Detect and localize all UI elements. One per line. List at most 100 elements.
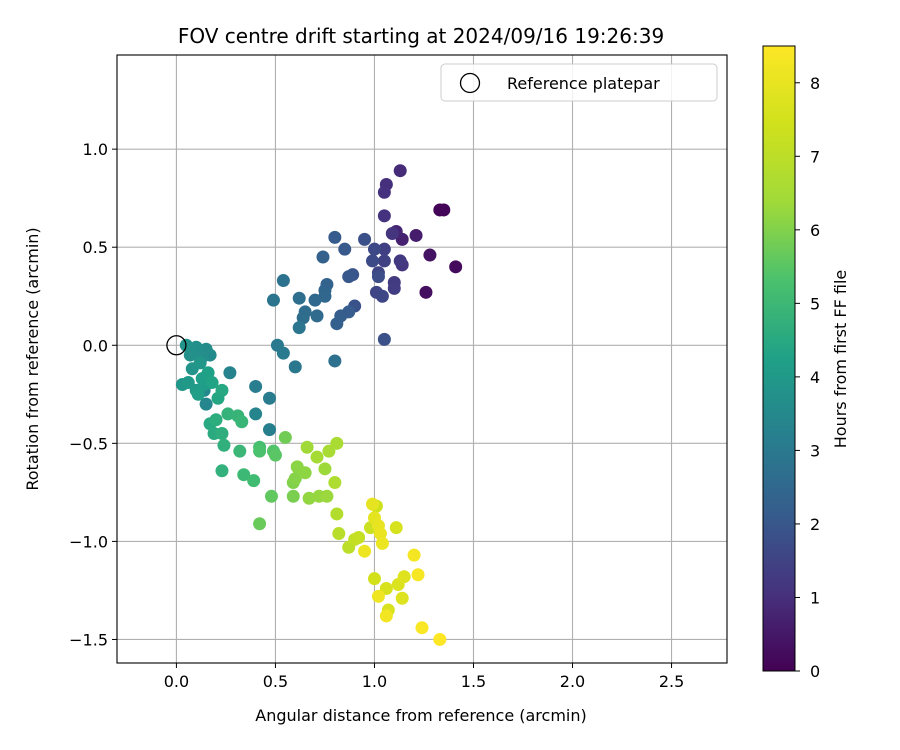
legend-box bbox=[440, 63, 718, 102]
data-point bbox=[338, 242, 352, 256]
colorbar-label: Hours from first FF file bbox=[831, 270, 850, 449]
data-point bbox=[217, 438, 231, 452]
data-point bbox=[249, 407, 263, 421]
data-point bbox=[328, 354, 342, 368]
data-point bbox=[330, 317, 344, 331]
data-point bbox=[278, 430, 292, 444]
data-point bbox=[215, 383, 229, 397]
data-point bbox=[253, 517, 267, 531]
data-point bbox=[389, 521, 403, 535]
data-point bbox=[373, 527, 387, 541]
data-point bbox=[292, 321, 306, 335]
data-point bbox=[191, 387, 205, 401]
data-point bbox=[449, 260, 463, 274]
data-point bbox=[393, 254, 407, 268]
colorbar-tick-label: 1 bbox=[810, 588, 820, 607]
data-point bbox=[433, 632, 447, 646]
data-point bbox=[411, 568, 425, 582]
data-point bbox=[308, 293, 322, 307]
data-point bbox=[276, 346, 290, 360]
y-tick-label: 0.5 bbox=[83, 238, 108, 257]
data-point bbox=[377, 185, 391, 199]
data-point bbox=[247, 474, 261, 488]
data-point bbox=[377, 332, 391, 346]
colorbar-tick-label: 0 bbox=[810, 662, 820, 681]
data-point bbox=[286, 489, 300, 503]
data-point bbox=[288, 360, 302, 374]
data-point bbox=[328, 476, 342, 490]
data-point bbox=[377, 242, 391, 256]
reference-marker bbox=[166, 335, 187, 356]
x-axis-ticks: 0.0 0.5 1.0 1.5 2.0 2.5 bbox=[164, 663, 684, 691]
data-point bbox=[322, 444, 336, 458]
data-point bbox=[365, 497, 379, 511]
colorbar-tick-label: 8 bbox=[810, 74, 820, 93]
data-point bbox=[201, 366, 215, 380]
colorbar-ticks: 0 1 2 3 4 5 6 7 8 bbox=[795, 74, 820, 681]
data-point bbox=[318, 289, 332, 303]
x-tick-label: 2.0 bbox=[560, 672, 585, 691]
data-point bbox=[288, 472, 302, 486]
data-point bbox=[237, 468, 251, 482]
data-point bbox=[379, 609, 393, 623]
data-point bbox=[263, 391, 276, 405]
data-point bbox=[318, 462, 332, 476]
data-point bbox=[233, 444, 247, 458]
data-point bbox=[320, 489, 334, 503]
data-point bbox=[387, 281, 401, 295]
data-point bbox=[330, 436, 344, 450]
data-point bbox=[377, 254, 391, 268]
colorbar bbox=[762, 45, 796, 672]
y-tick-label: −1.0 bbox=[69, 532, 108, 551]
data-point bbox=[371, 589, 385, 603]
data-point bbox=[292, 291, 306, 305]
chart-title: FOV centre drift starting at 2024/09/16 … bbox=[178, 24, 664, 48]
data-point bbox=[205, 376, 219, 390]
data-point bbox=[437, 203, 451, 217]
legend: Reference platepar bbox=[440, 63, 718, 102]
data-point bbox=[367, 572, 381, 586]
data-point bbox=[419, 285, 433, 299]
data-point bbox=[263, 423, 276, 437]
data-point bbox=[249, 379, 263, 393]
data-point bbox=[253, 444, 267, 458]
grid-lines bbox=[117, 55, 727, 663]
colorbar-tick-label: 5 bbox=[810, 294, 820, 313]
data-point bbox=[415, 621, 429, 635]
data-point bbox=[397, 570, 411, 584]
x-tick-label: 1.5 bbox=[461, 672, 486, 691]
data-point bbox=[209, 413, 223, 427]
y-axis-ticks: 1.0 0.5 0.0 −0.5 −1.0 −1.5 bbox=[69, 140, 117, 649]
data-point bbox=[223, 366, 237, 380]
y-tick-label: −0.5 bbox=[69, 434, 108, 453]
data-point bbox=[423, 248, 437, 262]
y-tick-label: −1.5 bbox=[69, 630, 108, 649]
legend-reference-marker bbox=[459, 72, 481, 94]
x-tick-label: 2.5 bbox=[659, 672, 684, 691]
data-point bbox=[215, 427, 229, 441]
data-point bbox=[407, 548, 421, 562]
data-point bbox=[183, 348, 197, 362]
x-tick-label: 0.5 bbox=[263, 672, 288, 691]
data-point bbox=[300, 440, 314, 454]
data-point bbox=[375, 536, 389, 550]
data-point bbox=[264, 489, 278, 503]
x-axis-label: Angular distance from reference (arcmin) bbox=[255, 706, 586, 725]
data-point bbox=[385, 226, 399, 240]
data-point bbox=[367, 242, 381, 256]
data-point bbox=[379, 581, 393, 595]
y-axis-label: Rotation from reference (arcmin) bbox=[23, 227, 42, 490]
data-point bbox=[371, 270, 385, 284]
data-point bbox=[330, 507, 344, 521]
reference-marker-group bbox=[166, 335, 187, 356]
data-point bbox=[310, 450, 324, 464]
colorbar-tick-label: 3 bbox=[810, 441, 820, 460]
colorbar-tick-label: 4 bbox=[810, 368, 820, 387]
data-point bbox=[199, 397, 213, 411]
legend-label: Reference platepar bbox=[507, 74, 660, 93]
y-tick-label: 1.0 bbox=[83, 140, 108, 159]
data-point bbox=[328, 230, 342, 244]
data-point bbox=[268, 448, 282, 462]
data-points bbox=[175, 164, 463, 646]
colorbar-tick-label: 6 bbox=[810, 221, 820, 240]
